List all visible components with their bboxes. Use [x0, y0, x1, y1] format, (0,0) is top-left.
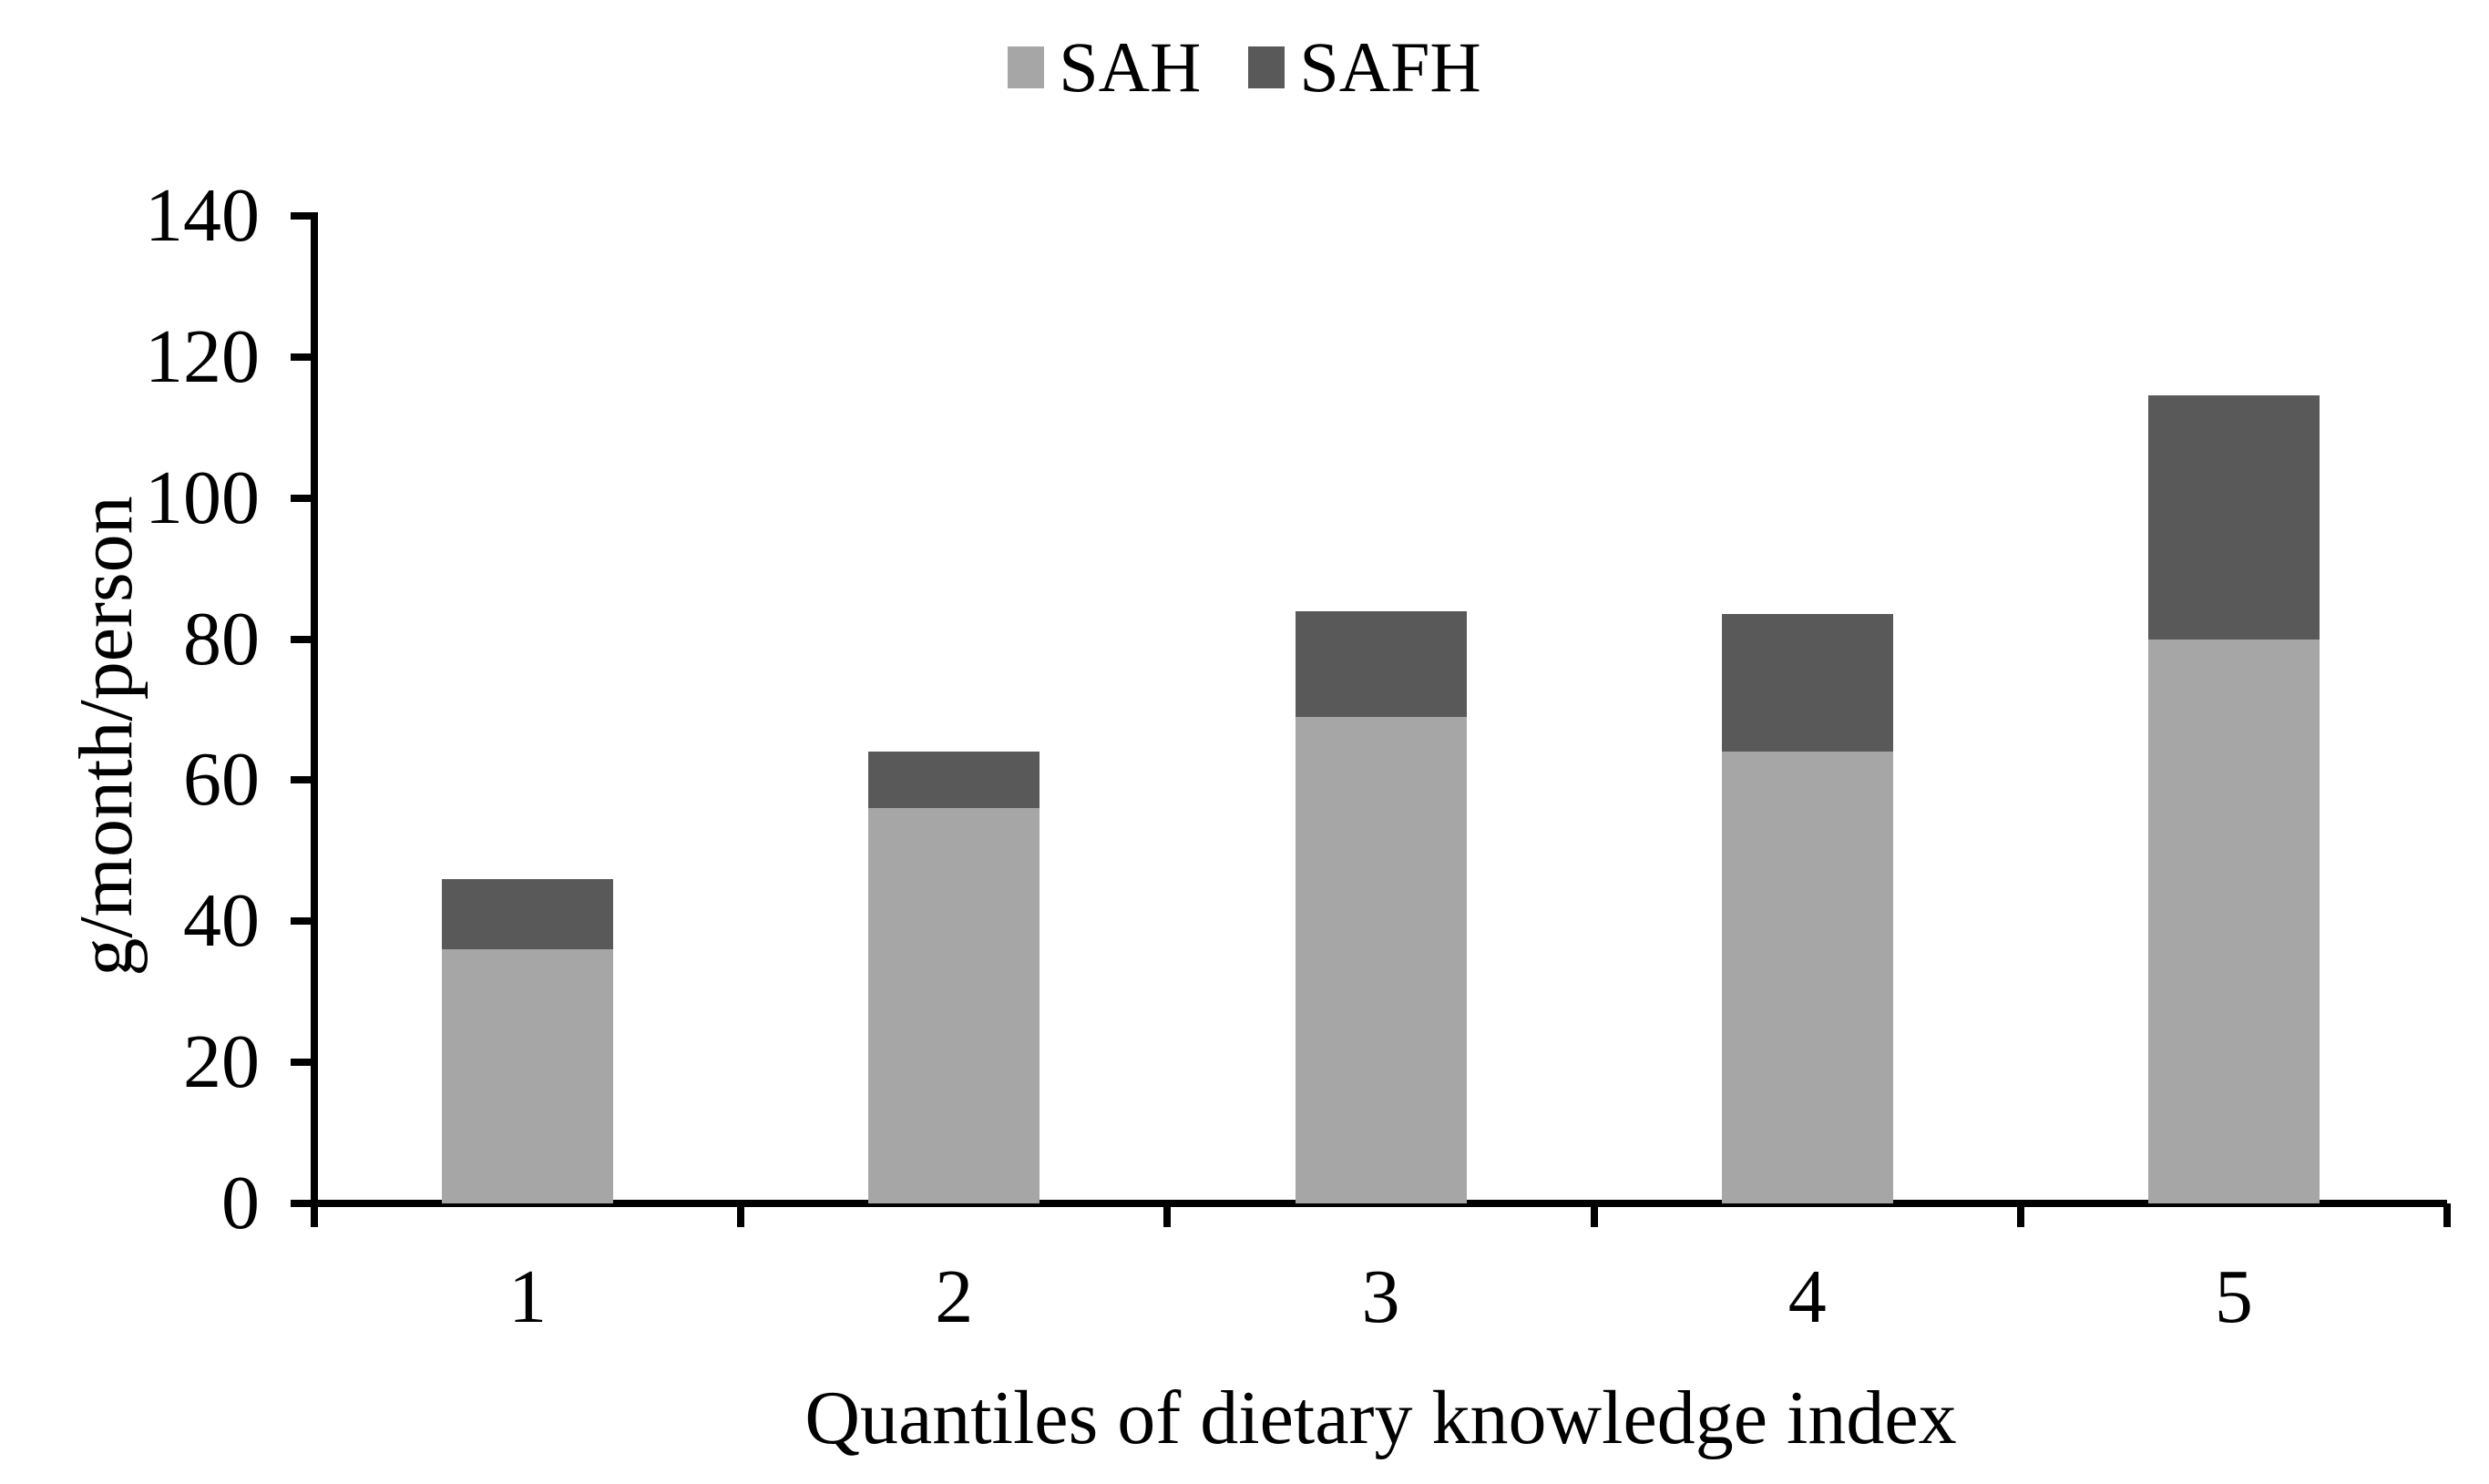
x-tick-label-5: 5 — [2214, 1254, 2253, 1339]
x-tick-2 — [1163, 1203, 1172, 1227]
y-tick-label-40: 40 — [183, 878, 260, 964]
chart-legend: SAH SAFH — [0, 26, 2489, 109]
x-tick-label-3: 3 — [1361, 1254, 1400, 1339]
bar-segment-sah-q5 — [2147, 639, 2320, 1203]
bar-segment-sah-q4 — [1721, 752, 1893, 1203]
bar-segment-safh-q1 — [442, 878, 614, 950]
legend-item-sah: SAH — [1008, 32, 1201, 103]
legend-swatch-safh — [1248, 46, 1285, 88]
y-tick-label-100: 100 — [145, 455, 260, 540]
y-tick-140 — [291, 212, 314, 220]
y-tick-0 — [291, 1200, 314, 1207]
bar-segment-sah-q3 — [1295, 716, 1467, 1203]
bar-quantile-3 — [1295, 610, 1467, 1203]
legend-swatch-sah — [1008, 46, 1045, 88]
bar-segment-sah-q1 — [442, 949, 614, 1203]
y-tick-40 — [291, 917, 314, 926]
y-tick-label-80: 80 — [183, 596, 260, 681]
y-tick-label-20: 20 — [183, 1019, 260, 1105]
x-tick-label-1: 1 — [508, 1254, 548, 1339]
y-tick-label-140: 140 — [145, 173, 260, 258]
y-tick-label-60: 60 — [183, 737, 260, 823]
y-tick-80 — [291, 635, 314, 643]
bar-segment-sah-q2 — [868, 808, 1040, 1203]
legend-label-sah: SAH — [1059, 27, 1202, 107]
bar-quantile-1 — [442, 878, 614, 1203]
y-tick-100 — [291, 494, 314, 502]
legend-item-safh: SAFH — [1248, 27, 1481, 107]
x-tick-4 — [2016, 1203, 2024, 1227]
bar-segment-safh-q4 — [1721, 614, 1893, 752]
x-axis-title: Quantiles of dietary knowledge index — [804, 1376, 1957, 1460]
y-tick-120 — [291, 353, 314, 361]
bar-segment-safh-q2 — [868, 752, 1040, 809]
y-tick-label-120: 120 — [145, 313, 260, 399]
x-tick-1 — [737, 1203, 745, 1227]
bar-segment-safh-q5 — [2147, 395, 2320, 640]
y-tick-60 — [291, 776, 314, 784]
x-tick-5 — [2443, 1203, 2451, 1227]
bar-quantile-4 — [1721, 614, 1893, 1203]
bar-quantile-5 — [2147, 395, 2320, 1203]
bar-quantile-2 — [868, 752, 1040, 1203]
x-axis-line — [314, 1200, 2447, 1207]
x-tick-label-4: 4 — [1787, 1254, 1827, 1339]
y-axis-line — [311, 212, 318, 1227]
y-tick-20 — [291, 1059, 314, 1067]
y-tick-label-0: 0 — [221, 1161, 260, 1245]
legend-label-safh: SAFH — [1299, 27, 1481, 107]
plot-area — [314, 216, 2447, 1203]
x-tick-label-2: 2 — [935, 1254, 974, 1339]
bar-segment-safh-q3 — [1295, 610, 1467, 717]
x-tick-3 — [1590, 1203, 1598, 1227]
